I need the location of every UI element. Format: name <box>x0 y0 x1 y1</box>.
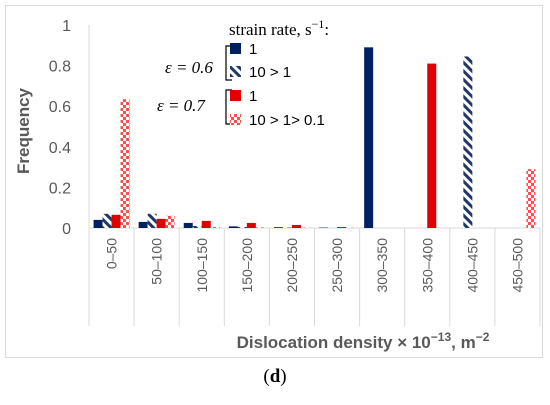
legend-heading-main: strain rate, s <box>229 20 312 39</box>
bars-layer <box>93 47 536 229</box>
x-tick-label: 350–400 <box>419 238 435 293</box>
legend-swatch-navy-hatch <box>230 66 241 77</box>
x-axis-title-sup: −13 <box>431 330 452 344</box>
bar <box>237 226 247 228</box>
legend-heading: strain rate, s−1: <box>229 17 329 39</box>
x-tick-label: 450–500 <box>509 238 525 293</box>
y-tick-label: 0.2 <box>49 180 71 197</box>
chart-frame <box>5 5 543 358</box>
legend-group2-label: ε = 0.7 <box>157 96 206 115</box>
bar <box>364 47 374 228</box>
legend-group1-bracket <box>225 45 232 81</box>
legend-swatch-red-check <box>230 114 241 125</box>
bar <box>463 56 473 229</box>
bar <box>111 214 121 228</box>
x-axis-title-sup2: −2 <box>476 330 490 344</box>
legend-swatch-navy-solid <box>230 43 241 54</box>
x-tick-label: 300–350 <box>374 238 390 293</box>
bar <box>273 227 283 228</box>
y-tick-label: 0.4 <box>49 140 71 157</box>
bar <box>138 221 148 228</box>
bar <box>147 213 157 228</box>
bar <box>156 218 166 228</box>
bar <box>291 224 301 228</box>
legend-group1-label: ε = 0.6 <box>165 58 213 77</box>
y-tick-label: 0.6 <box>49 99 71 116</box>
y-tick-label: 0 <box>62 221 71 238</box>
bar <box>93 219 103 228</box>
legend-entry-1: 1 <box>249 41 257 58</box>
bar <box>337 226 347 228</box>
x-tick-label: 400–450 <box>464 238 480 293</box>
bar <box>246 222 256 228</box>
labels-layer: Frequency Dislocation density × 10−13, m… <box>14 87 490 352</box>
x-tick-label: 250–300 <box>329 238 345 293</box>
bar <box>120 99 130 228</box>
bar <box>255 227 265 228</box>
bar <box>210 226 220 228</box>
legend-heading-sup: −1 <box>312 17 325 31</box>
panel-label-letter: d <box>269 366 281 387</box>
y-tick-label: 0.8 <box>49 59 71 76</box>
bar <box>183 222 193 228</box>
x-axis-title-tail: , m <box>451 333 476 352</box>
y-tick-label: 1 <box>62 18 71 35</box>
panel-label-open: ( <box>263 366 270 387</box>
bar <box>427 63 437 228</box>
legend-group2-bracket <box>225 89 232 125</box>
bar <box>201 220 211 228</box>
x-tick-label: 150–200 <box>239 238 255 293</box>
axes-layer: 0 0.2 0.4 0.6 0.8 1 0–50 50–100 100–150 150–200 20… <box>49 18 541 326</box>
x-tick-label: 200–250 <box>284 238 300 293</box>
x-tick-label: 0–50 <box>104 238 120 269</box>
legend-swatch-red-solid <box>230 90 241 101</box>
panel-label: (d) <box>0 366 550 388</box>
x-tick-label: 50–100 <box>149 238 165 285</box>
bar <box>192 225 202 228</box>
legend-entry-3: 1 <box>249 88 257 105</box>
legend-heading-tail: : <box>324 20 329 39</box>
legend-entry-4: 10 > 1> 0.1 <box>249 112 325 129</box>
legend-entry-2: 10 > 1 <box>249 64 291 81</box>
bar <box>102 213 112 228</box>
x-axis-title-main: Dislocation density × 10 <box>237 333 431 352</box>
x-tick-label: 100–150 <box>194 238 210 293</box>
x-axis-title: Dislocation density × 10−13, m−2 <box>237 330 490 352</box>
legend: strain rate, s−1: ε = 0.6 ε = 0.7 1 10 >… <box>157 17 329 129</box>
y-axis-title: Frequency <box>14 87 33 174</box>
bar <box>526 169 536 228</box>
panel-label-close: ) <box>280 366 287 387</box>
bar <box>228 226 238 228</box>
bar <box>165 215 175 228</box>
